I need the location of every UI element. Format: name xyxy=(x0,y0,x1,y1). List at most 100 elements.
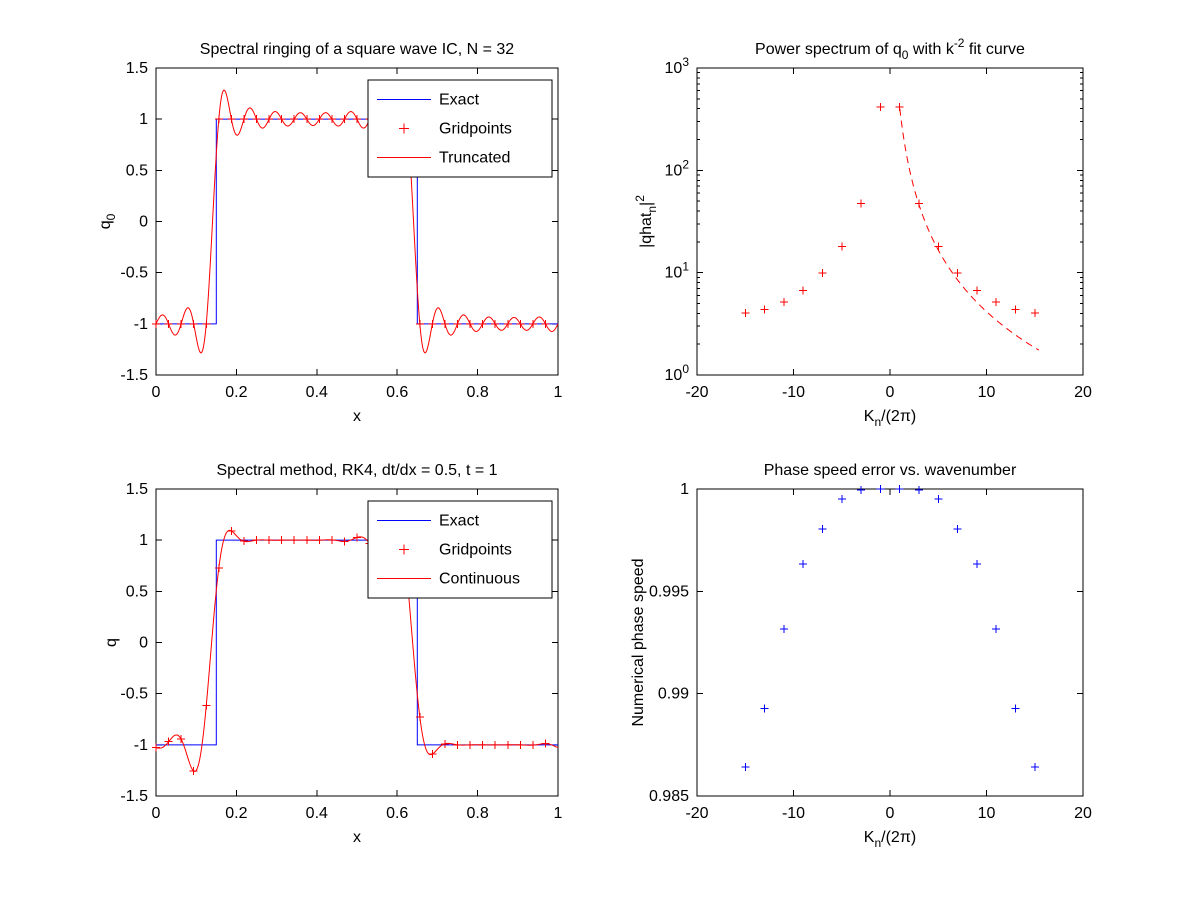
plus-marker xyxy=(895,485,904,493)
legend-label: Gridpoints xyxy=(439,542,512,559)
plus-marker xyxy=(428,750,437,759)
plus-marker xyxy=(214,115,223,124)
legend-box xyxy=(367,500,553,599)
plus-marker xyxy=(440,739,449,748)
plus-marker xyxy=(202,701,211,710)
plus-marker xyxy=(478,740,487,749)
subplot-spectrum: -20 -10 0 10 20 100 101 102 103 Power spectrum of… xyxy=(633,36,1092,429)
plus-marker xyxy=(440,319,449,328)
plus-marker xyxy=(741,308,750,317)
plus-marker xyxy=(189,319,198,328)
plus-marker xyxy=(353,115,361,124)
plus-marker xyxy=(914,199,923,208)
y-tick-label: 1.5 xyxy=(126,481,148,498)
y-tick-label: 1 xyxy=(139,532,148,549)
plus-marker xyxy=(265,115,274,124)
x-axis-label: Kn/(2π) xyxy=(864,408,916,429)
x-tick-label: 20 xyxy=(1074,805,1092,822)
plus-marker xyxy=(315,115,324,124)
plus-marker xyxy=(202,319,211,328)
plus-marker xyxy=(528,741,537,750)
plus-marker xyxy=(1011,704,1020,713)
plus-marker xyxy=(399,123,409,134)
plus-marker xyxy=(818,268,827,277)
legend-box xyxy=(367,79,553,178)
plus-marker xyxy=(327,535,336,544)
y-tick-label: 0.5 xyxy=(126,583,148,600)
x-tick-label: 10 xyxy=(978,384,996,401)
legend-label: Exact xyxy=(439,513,480,530)
legend-label: Gridpoints xyxy=(439,121,512,138)
plus-marker xyxy=(227,526,236,535)
plus-marker xyxy=(779,298,788,307)
legend: Exact Gridpoints Truncated xyxy=(367,79,553,178)
plus-marker xyxy=(503,319,512,328)
y-tick-label: 102 xyxy=(665,157,690,179)
plus-marker xyxy=(466,319,475,328)
y-tick-label: 101 xyxy=(665,260,690,282)
phase-speed-points xyxy=(741,485,1039,771)
plus-marker xyxy=(1030,762,1039,771)
plus-marker xyxy=(1011,305,1020,314)
subplot-phase: -20 -10 0 10 20 0.985 0.99 0.995 1 Phase speed er… xyxy=(630,462,1092,850)
x-tick-label: -20 xyxy=(685,384,708,401)
ticks: -20 -10 0 10 20 100 101 102 103 xyxy=(665,55,1092,401)
plus-marker xyxy=(491,319,500,328)
x-tick-label: 0.6 xyxy=(386,805,408,822)
plus-marker xyxy=(214,564,223,573)
x-tick-label: 0 xyxy=(152,805,161,822)
plus-marker xyxy=(876,485,885,493)
x-tick-label: 20 xyxy=(1074,384,1092,401)
plus-marker xyxy=(799,286,808,295)
spectrum-points xyxy=(741,102,1039,317)
plus-marker xyxy=(466,740,475,749)
x-tick-label: 1 xyxy=(554,384,563,401)
plus-marker xyxy=(528,319,537,328)
plus-marker xyxy=(491,740,500,749)
y-tick-label: 1 xyxy=(139,111,148,128)
plus-marker xyxy=(779,625,788,634)
plus-marker xyxy=(453,319,462,328)
plus-marker xyxy=(340,537,349,546)
plus-marker xyxy=(992,298,1001,307)
plot-title: Spectral ringing of a square wave IC, N … xyxy=(200,41,514,58)
x-tick-label: 0 xyxy=(886,384,895,401)
ticks: -20 -10 0 10 20 0.985 0.99 0.995 1 xyxy=(649,481,1092,822)
plus-marker xyxy=(453,740,462,749)
x-tick-label: 0.6 xyxy=(386,384,408,401)
y-tick-label: 0.5 xyxy=(126,162,148,179)
plus-marker xyxy=(992,625,1001,634)
plus-marker xyxy=(953,268,962,277)
plus-marker xyxy=(415,712,424,721)
plus-marker xyxy=(239,115,248,124)
plus-marker xyxy=(914,486,923,495)
plot-title: Phase speed error vs. wavenumber xyxy=(764,462,1017,479)
x-tick-label: -10 xyxy=(782,384,805,401)
y-tick-label: -0.5 xyxy=(120,686,148,703)
plus-marker xyxy=(503,740,512,749)
legend: Exact Gridpoints Continuous xyxy=(367,500,553,599)
plus-marker xyxy=(516,319,525,328)
x-tick-label: -10 xyxy=(782,805,805,822)
ticks: 0 0.2 0.4 0.6 0.8 1 -1.5 -1 -0.5 0 0.5 1 1.5 xyxy=(120,60,562,401)
plus-marker xyxy=(857,486,866,495)
plus-marker xyxy=(760,704,769,713)
y-tick-label: 0 xyxy=(139,635,148,652)
plus-marker xyxy=(876,102,885,111)
plus-marker xyxy=(541,739,550,748)
plus-marker xyxy=(428,319,437,328)
plus-marker xyxy=(1030,308,1039,317)
plus-marker xyxy=(415,319,424,328)
y-tick-label: 103 xyxy=(665,55,690,77)
plus-marker xyxy=(277,536,286,545)
plus-marker xyxy=(290,115,299,124)
plus-marker xyxy=(227,115,236,124)
plus-marker xyxy=(177,735,186,744)
plus-marker xyxy=(857,199,866,208)
fit-curve xyxy=(899,108,1040,351)
y-tick-label: 0.99 xyxy=(658,686,689,703)
plus-marker xyxy=(265,536,274,545)
subplot-evolved: 0 0.2 0.4 0.6 0.8 1 -1.5 -1 -0.5 0 0.5 1 1.5 Spectral… xyxy=(103,462,563,846)
y-tick-label: 1.5 xyxy=(126,60,148,77)
